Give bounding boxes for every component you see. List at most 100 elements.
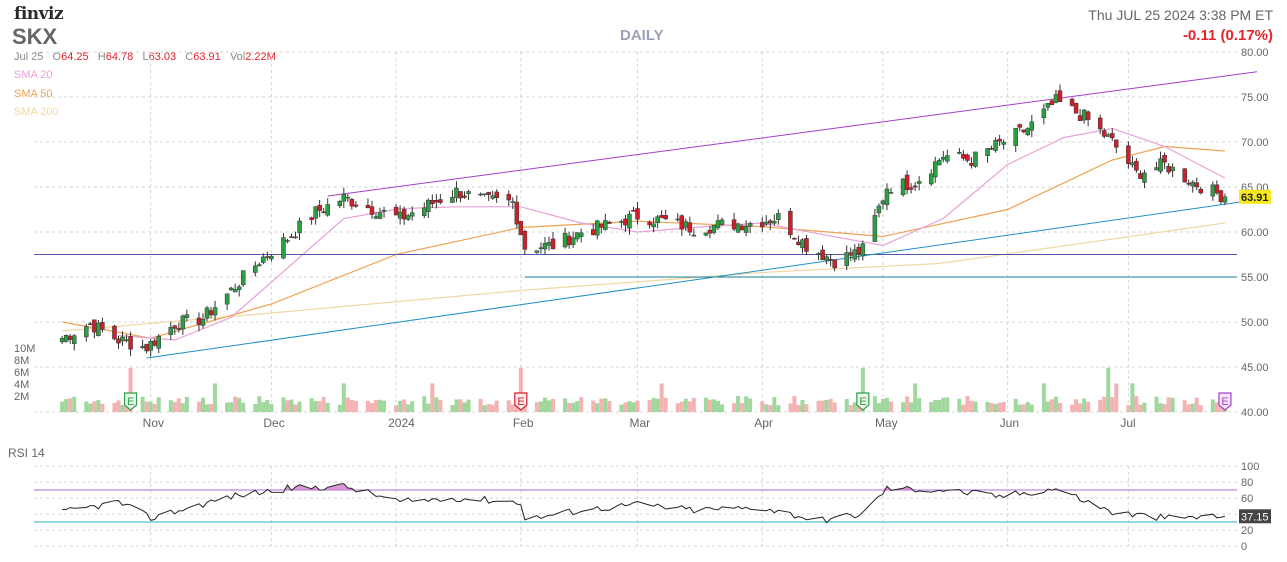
volume-bar — [961, 404, 966, 412]
volume-tick-label: 10M — [14, 343, 35, 355]
candle-body — [591, 229, 596, 236]
volume-bar — [144, 401, 149, 412]
candle-body — [1077, 115, 1083, 121]
candle-body — [824, 256, 829, 261]
candle-body — [904, 174, 910, 191]
volume-bar — [852, 402, 857, 412]
candle-body — [844, 252, 849, 266]
candle-body — [719, 219, 725, 225]
candle-body — [1053, 94, 1059, 103]
candle-body — [96, 322, 101, 336]
volume-bar — [518, 367, 523, 412]
volume-bar — [96, 399, 101, 412]
volume-bar — [205, 404, 210, 412]
volume-bar — [309, 398, 314, 412]
volume-bar — [200, 397, 205, 412]
volume-bar — [832, 402, 837, 412]
rsi-title: RSI 14 — [8, 446, 45, 460]
candle-body — [711, 225, 717, 233]
candle-body — [566, 235, 572, 246]
volume-bar — [776, 405, 781, 412]
price-tick-label: 75.00 — [1241, 92, 1269, 104]
volume-bar — [88, 403, 93, 412]
candle-body — [1170, 166, 1175, 172]
candle-body — [961, 153, 966, 159]
volume-bar — [1154, 396, 1159, 412]
candle-body — [928, 173, 934, 185]
volume-bar — [732, 403, 737, 412]
volume-bar — [1134, 396, 1139, 412]
rsi-tick-label: 100 — [1241, 461, 1259, 473]
volume-bar — [365, 400, 370, 412]
candle-body — [623, 218, 628, 226]
earnings-marker — [514, 392, 528, 411]
candle-body — [542, 243, 548, 250]
volume-bar — [1049, 399, 1054, 412]
candle-body — [1158, 158, 1163, 172]
volume-bar — [876, 403, 881, 412]
finviz-logo[interactable]: finviz — [14, 4, 64, 24]
candle-body — [562, 232, 568, 248]
earnings-marker-label: E — [127, 396, 134, 408]
candle-body — [462, 195, 467, 198]
candle-body — [1210, 184, 1216, 197]
sma200-line — [62, 222, 1225, 332]
candle-body — [1025, 128, 1031, 135]
candle-body — [128, 336, 133, 350]
rsi-line — [62, 483, 1226, 524]
high-value: 64.78 — [105, 51, 134, 63]
candle-body — [635, 208, 640, 220]
volume-bar — [168, 400, 173, 412]
candle-body — [776, 213, 781, 220]
x-tick-label: Jul — [1120, 416, 1135, 430]
earnings-marker-label: E — [1221, 396, 1228, 408]
volume-bar — [627, 401, 632, 412]
candle-body — [993, 140, 998, 151]
volume-bar — [438, 399, 443, 412]
candle-body — [772, 221, 777, 224]
volume-bar — [458, 399, 463, 412]
candle-body — [739, 226, 745, 231]
volume-bar — [486, 404, 491, 412]
candle-body — [659, 215, 664, 218]
period-label: DAILY — [620, 27, 664, 44]
x-tick-label: Apr — [754, 416, 773, 430]
volume-bar — [760, 401, 765, 412]
candle-body — [848, 252, 854, 256]
volume-bar — [369, 402, 374, 412]
volume-bar — [253, 404, 258, 412]
volume-bar — [957, 398, 962, 412]
volume-bar — [933, 400, 938, 412]
candle-body — [1081, 109, 1087, 121]
volume-bar — [490, 404, 495, 412]
candle-body — [792, 237, 797, 240]
volume-bar — [430, 383, 435, 412]
candle-body — [691, 234, 697, 237]
candle-body — [365, 204, 371, 209]
x-tick-label: Mar — [630, 416, 651, 430]
candle-body — [663, 215, 668, 220]
volume-tick-label: 8M — [14, 355, 29, 367]
volume-bar — [619, 404, 624, 412]
candle-body — [466, 191, 471, 194]
candle-body — [932, 161, 938, 178]
candle-body — [574, 232, 580, 240]
volume-bar — [1086, 401, 1091, 412]
candle-body — [228, 287, 234, 291]
volume-bar — [482, 405, 487, 412]
candle-body — [1126, 145, 1131, 165]
candle-body — [1049, 100, 1055, 105]
candle-body — [764, 221, 769, 225]
candle-body — [450, 196, 455, 203]
candle-body — [578, 232, 584, 237]
volume-bar — [888, 401, 893, 412]
volume-bar — [1017, 404, 1022, 412]
candle-body — [172, 325, 178, 329]
candle-body — [804, 238, 809, 252]
candle-body — [912, 185, 918, 188]
candle-body — [570, 237, 576, 245]
volume-bar — [293, 404, 298, 412]
candle-body — [1029, 121, 1035, 131]
candle-body — [603, 220, 608, 230]
